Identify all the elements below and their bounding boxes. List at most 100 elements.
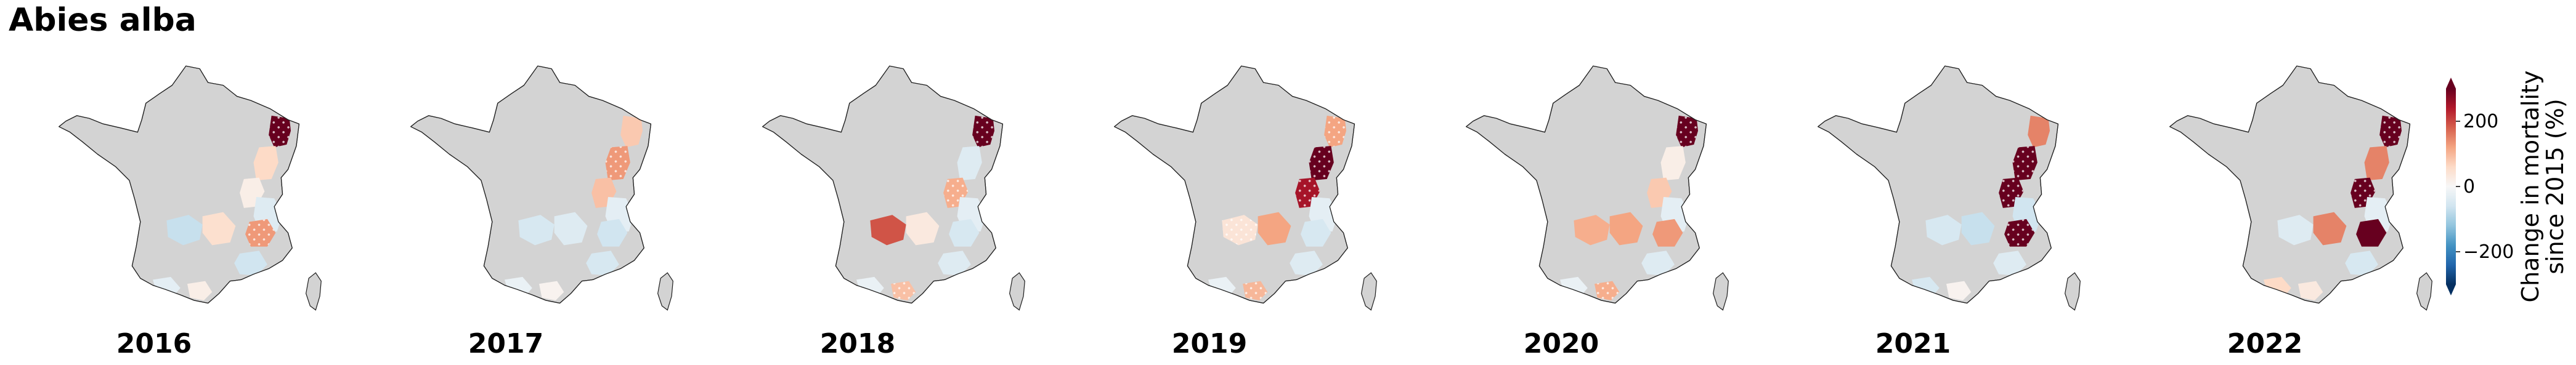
region-vosges-north bbox=[2028, 115, 2050, 148]
region-hatch-pyrenees-east bbox=[891, 281, 916, 300]
region-hatch-vosges-north bbox=[1324, 115, 1346, 148]
region-alps-south bbox=[1641, 251, 1675, 276]
panel-year-label: 2018 bbox=[820, 328, 895, 359]
region-massif-central-east bbox=[1609, 212, 1643, 246]
region-alps-south bbox=[938, 251, 971, 276]
map-panel-2022: 2022 bbox=[2169, 65, 2432, 359]
region-pyrenees-east bbox=[187, 281, 213, 300]
region-hatch-vosges-south bbox=[2012, 146, 2038, 181]
france-border bbox=[410, 65, 652, 304]
region-layer bbox=[153, 115, 291, 300]
region-hatch-vosges-north bbox=[2379, 115, 2402, 148]
france-border bbox=[762, 65, 1004, 304]
region-massif-central-west bbox=[1925, 215, 1962, 246]
region-alps-north bbox=[1652, 219, 1683, 247]
region-hatch-pyrenees-east bbox=[1595, 281, 1620, 300]
colorbar-label: Change in mortalitysince 2015 (%) bbox=[2517, 71, 2569, 303]
region-alps-north bbox=[2356, 219, 2387, 247]
corsica-outline bbox=[1713, 272, 1729, 311]
france-border bbox=[1114, 65, 1355, 304]
france-border bbox=[1818, 65, 2059, 304]
france-map bbox=[762, 65, 1025, 311]
region-alps-south bbox=[2345, 251, 2378, 276]
region-alps-north bbox=[949, 219, 980, 247]
panel-year-label: 2022 bbox=[2227, 328, 2302, 359]
france-map bbox=[59, 65, 322, 311]
colorbar-tick-label: −200 bbox=[2463, 241, 2514, 263]
region-alps-south bbox=[234, 251, 267, 276]
region-vosges-south bbox=[2364, 146, 2389, 181]
panel-year-label: 2019 bbox=[1172, 328, 1247, 359]
panel-year-label: 2020 bbox=[1524, 328, 1599, 359]
map-panel-2017: 2017 bbox=[410, 65, 673, 359]
colorbar-extend-max bbox=[2446, 78, 2456, 89]
france-map bbox=[1466, 65, 1729, 311]
france-map bbox=[410, 65, 673, 311]
france-map bbox=[2169, 65, 2432, 311]
region-layer bbox=[1560, 115, 1698, 300]
region-layer bbox=[2264, 115, 2402, 300]
region-layer bbox=[1208, 115, 1346, 300]
corsica-outline bbox=[2416, 272, 2432, 311]
corsica-outline bbox=[1009, 272, 1025, 311]
region-massif-central-east bbox=[2313, 212, 2347, 246]
france-border bbox=[1466, 65, 1707, 304]
colorbar-tick-label: 0 bbox=[2463, 176, 2475, 198]
region-hatch-vosges-north bbox=[269, 115, 291, 148]
region-hatch-vosges-north bbox=[1676, 115, 1698, 148]
map-panel-2018: 2018 bbox=[762, 65, 1025, 359]
region-massif-central-west bbox=[166, 215, 203, 246]
map-panel-2019: 2019 bbox=[1114, 65, 1377, 359]
colorbar-label-line1: Change in mortality bbox=[2517, 71, 2544, 303]
region-hatch-vosges-south bbox=[1309, 146, 1334, 181]
region-vosges-south bbox=[253, 146, 278, 181]
map-panel-2016: 2016 bbox=[59, 65, 322, 359]
region-massif-central-east bbox=[554, 212, 588, 246]
region-hatch-pyrenees-east bbox=[1243, 281, 1268, 300]
region-hatch-alps-north bbox=[245, 219, 276, 247]
region-massif-central-east bbox=[1258, 212, 1291, 246]
region-hatch-massif-central-west bbox=[1222, 215, 1258, 246]
region-massif-central-west bbox=[1574, 215, 1610, 246]
region-hatch-alps-north bbox=[2004, 219, 2035, 247]
figure-title: Abies alba bbox=[9, 2, 197, 39]
corsica-outline bbox=[1361, 272, 1377, 311]
region-layer bbox=[856, 115, 994, 300]
region-vosges-south bbox=[1660, 146, 1686, 181]
corsica-outline bbox=[2065, 272, 2081, 311]
region-pyrenees-east bbox=[2298, 281, 2323, 300]
region-hatch-vosges-north bbox=[972, 115, 994, 148]
colorbar-label-line2: since 2015 (%) bbox=[2541, 98, 2569, 274]
region-massif-central-east bbox=[906, 212, 940, 246]
region-pyrenees-east bbox=[539, 281, 564, 300]
region-alps-north bbox=[1301, 219, 1331, 247]
map-panels: 2016 2017 2018 2019 2020 2021 2022 bbox=[59, 65, 2432, 359]
region-vosges-south bbox=[957, 146, 982, 181]
corsica-outline bbox=[306, 272, 322, 311]
france-border bbox=[59, 65, 300, 304]
region-alps-south bbox=[1993, 251, 2026, 276]
region-massif-central-west bbox=[870, 215, 906, 246]
colorbar-extend-min bbox=[2446, 284, 2456, 295]
map-panel-2020: 2020 bbox=[1466, 65, 1729, 359]
region-layer bbox=[505, 115, 643, 300]
colorbar-tick-label: 200 bbox=[2463, 111, 2498, 132]
region-hatch-vosges-south bbox=[605, 146, 630, 181]
colorbar-gradient bbox=[2446, 89, 2456, 284]
france-map bbox=[1114, 65, 1377, 311]
region-massif-central-west bbox=[518, 215, 555, 246]
region-alps-north bbox=[597, 219, 628, 247]
france-border bbox=[2169, 65, 2411, 304]
panel-year-label: 2017 bbox=[468, 328, 543, 359]
panel-year-label: 2016 bbox=[116, 328, 192, 359]
france-map bbox=[1818, 65, 2081, 311]
corsica-outline bbox=[657, 272, 673, 311]
region-massif-central-west bbox=[2277, 215, 2314, 246]
region-layer bbox=[1912, 115, 2050, 300]
map-panel-2021: 2021 bbox=[1818, 65, 2081, 359]
colorbar: 200 0 −200 Change in mortalitysince 2015 (%… bbox=[2446, 71, 2569, 303]
panel-year-label: 2021 bbox=[1875, 328, 1951, 359]
region-alps-south bbox=[1290, 251, 1323, 276]
region-alps-south bbox=[586, 251, 619, 276]
